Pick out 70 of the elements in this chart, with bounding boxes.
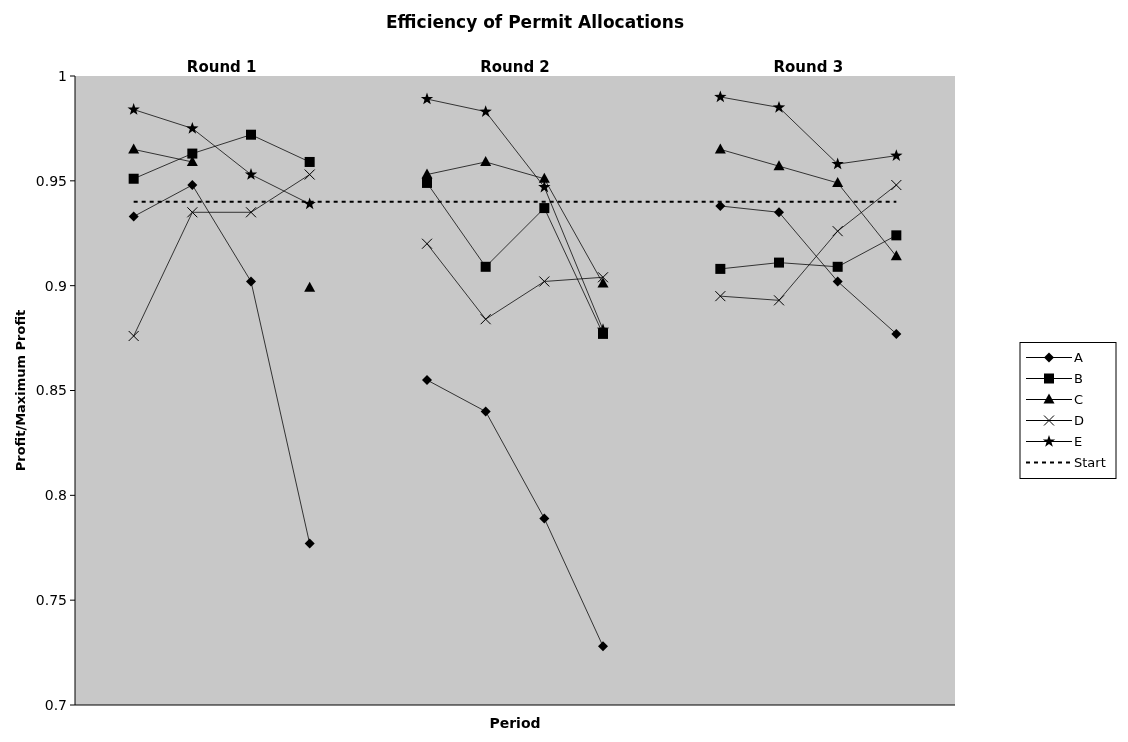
annotation: Round 2 [480,58,550,76]
point [187,180,198,191]
y-tick-label: 0.75 [35,592,67,609]
legend-label: C [1074,392,1084,408]
point [128,143,140,154]
point [774,207,784,218]
point [773,160,785,171]
point [304,156,315,167]
point [480,155,492,166]
point [598,641,608,652]
y-tick-label: 0.9 [44,277,67,294]
point [714,143,726,154]
point [304,538,315,549]
point [832,176,844,187]
annotation: Round 3 [773,58,844,76]
y-tick-label: 0.7 [44,696,67,713]
point [246,276,256,287]
point [714,290,726,302]
y-axis-title: Profit/Maximum Profit [12,309,28,472]
legend-label: B [1074,371,1083,387]
point [187,148,198,159]
point [538,172,550,183]
chart-title: Efficiency of Permit Allocations [385,12,685,32]
point [246,129,256,140]
legend-label: D [1074,413,1085,429]
legend-label: A [1074,350,1083,366]
point [127,103,140,115]
point [480,261,491,272]
point [772,100,786,113]
point [128,330,140,342]
point [832,225,844,237]
point [420,92,434,105]
point [832,261,843,272]
point [890,250,902,261]
point [186,121,199,134]
annotation: Round 1 [186,58,257,76]
point [303,197,316,210]
point [774,257,784,268]
point [422,177,432,188]
point [597,277,609,288]
point [715,263,726,274]
y-tick-label: 1 [58,67,67,84]
point [422,375,432,386]
y-tick-label: 0.85 [35,382,67,399]
point [773,294,785,306]
point [186,206,198,218]
point [538,275,550,287]
point [480,313,492,325]
point [421,168,433,179]
point [539,203,550,214]
legend-label: Start [1074,455,1106,471]
point [891,328,902,339]
legend-label: E [1074,434,1083,450]
point [128,173,139,184]
x-axis-title: Period [489,715,541,731]
point [421,238,433,250]
point [832,276,843,287]
y-tick-label: 0.8 [44,487,67,504]
point [891,230,902,241]
point [831,157,844,170]
y-tick-label: 0.95 [35,172,67,189]
point [304,169,316,181]
point [890,179,902,191]
point [714,90,727,103]
point [245,206,257,218]
point [480,406,491,417]
point [539,513,550,524]
point [244,168,258,180]
point [128,211,139,222]
point [304,281,316,292]
